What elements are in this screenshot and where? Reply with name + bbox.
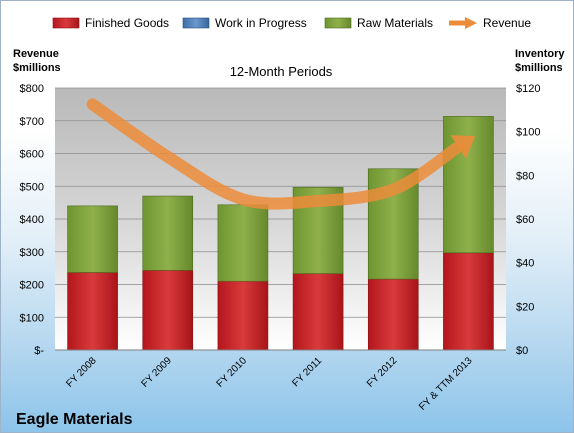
left-tick-label: $300: [20, 247, 44, 259]
left-tick-label: $-: [34, 345, 44, 357]
left-axis-title-line1: Revenue: [13, 48, 59, 60]
left-tick-label: $600: [20, 149, 44, 161]
bar-finished-goods: [292, 273, 344, 351]
revenue-arrowhead: [450, 135, 476, 159]
legend: Finished Goods Work in Progress Raw Mate…: [52, 16, 531, 30]
x-tick-label: FY & TTM 2013: [417, 355, 475, 413]
bar-raw-materials: [67, 205, 118, 273]
legend-label-finished-goods: Finished Goods: [85, 16, 169, 30]
left-tick-label: $400: [20, 214, 44, 226]
legend-label-raw-materials: Raw Materials: [357, 16, 433, 30]
right-tick-label: $100: [516, 127, 540, 139]
x-axis-ticks: FY 2008 FY 2009 FY 2010 FY 2011 FY 2012 FY & …: [64, 355, 475, 413]
legend-swatch-raw-materials: [324, 17, 352, 29]
left-tick-label: $100: [20, 312, 44, 324]
right-axis-ticks: $0 $20 $40 $60 $80 $100 $120: [516, 83, 540, 357]
right-tick-label: $120: [516, 83, 540, 95]
left-axis-title-line2: $millions: [13, 62, 61, 74]
x-tick-label: FY 2012: [365, 355, 400, 390]
left-axis-ticks: $- $100 $200 $300 $400 $500 $600 $700 $800: [20, 83, 45, 357]
right-tick-label: $80: [516, 170, 534, 182]
revenue-line-path: [86, 98, 462, 210]
legend-label-revenue: Revenue: [483, 16, 531, 30]
right-tick-label: $0: [516, 345, 528, 357]
legend-swatch-work-in-progress: [182, 17, 210, 29]
right-tick-label: $20: [516, 301, 534, 313]
left-tick-label: $800: [20, 83, 44, 95]
bar-finished-goods: [142, 270, 194, 351]
left-tick-label: $700: [20, 116, 44, 128]
right-axis-title-line2: $millions: [515, 62, 563, 74]
revenue-line: [86, 98, 476, 210]
legend-swatch-finished-goods: [52, 17, 80, 29]
bars: [67, 116, 494, 351]
company-name: Eagle Materials: [16, 411, 133, 428]
left-tick-label: $200: [20, 280, 44, 292]
chart-title: 12-Month Periods: [230, 64, 333, 79]
right-tick-label: $40: [516, 258, 534, 270]
right-axis-title-line1: Inventory: [515, 48, 565, 60]
x-tick-label: FY 2010: [215, 355, 250, 390]
bar-finished-goods: [217, 280, 269, 351]
bar-raw-materials: [217, 204, 269, 282]
bar-finished-goods: [443, 252, 494, 351]
x-tick-label: FY 2008: [64, 355, 99, 390]
x-tick-label: FY 2009: [139, 355, 174, 390]
bar-finished-goods: [367, 278, 419, 351]
bar-raw-materials: [142, 195, 194, 271]
legend-label-work-in-progress: Work in Progress: [215, 16, 307, 30]
right-tick-label: $60: [516, 214, 534, 226]
left-tick-label: $500: [20, 181, 44, 193]
legend-arrow-revenue: [465, 17, 477, 29]
gridlines: [55, 87, 506, 318]
x-tick-label: FY 2011: [290, 355, 324, 389]
bar-finished-goods: [67, 272, 118, 351]
